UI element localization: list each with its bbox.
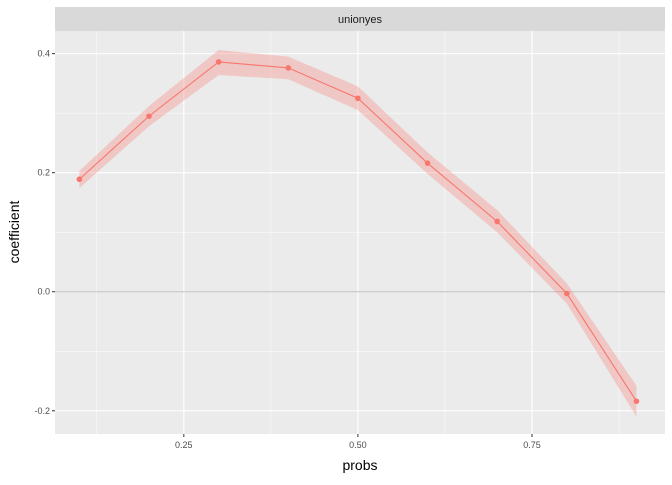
data-point bbox=[215, 59, 222, 65]
y-tick-label: 0.0 bbox=[37, 287, 50, 297]
data-point bbox=[424, 160, 431, 166]
facet-label: unionyes bbox=[338, 14, 383, 26]
x-tick-label: 0.50 bbox=[349, 440, 367, 450]
data-point bbox=[494, 218, 500, 225]
data-point bbox=[285, 65, 292, 71]
x-tick-label: 0.25 bbox=[175, 440, 193, 450]
x-tick-label: 0.75 bbox=[523, 440, 541, 450]
data-point bbox=[355, 95, 361, 102]
x-axis-label: probs bbox=[342, 457, 377, 473]
y-tick-label: 0.2 bbox=[37, 168, 50, 178]
y-tick-label: 0.4 bbox=[37, 49, 50, 59]
y-tick-label: -0.2 bbox=[34, 406, 50, 416]
data-point bbox=[76, 176, 83, 183]
facet-strip bbox=[55, 7, 665, 31]
data-point bbox=[633, 398, 640, 405]
data-point bbox=[146, 113, 152, 119]
data-point bbox=[564, 290, 570, 297]
y-axis-label: coefficient bbox=[6, 200, 22, 263]
